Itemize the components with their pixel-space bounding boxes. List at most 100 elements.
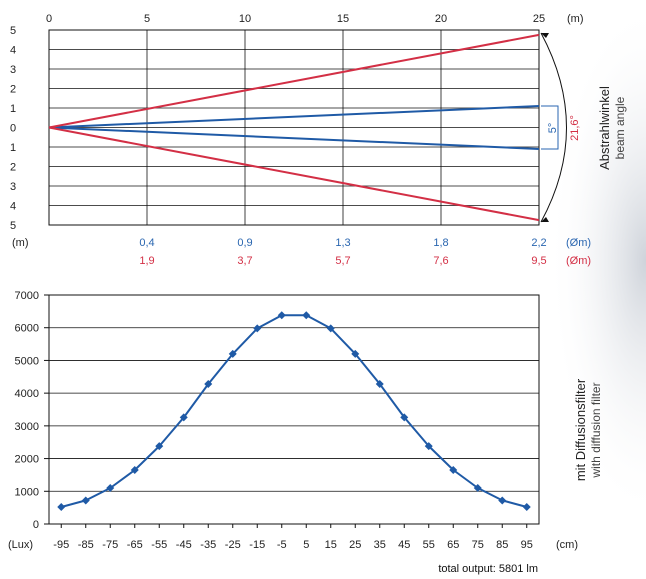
wide-angle-arc (540, 32, 567, 223)
wide-angle-label: 21,6° (569, 115, 581, 141)
beam-angle-gridlines (49, 29, 539, 226)
beam-x-tick-label: 5 (144, 13, 150, 25)
beam-line (48, 105, 540, 129)
beam-diameter-label: 2,2 (531, 237, 546, 249)
lux-side-title: mit Diffusionsfilter (573, 378, 588, 481)
beam-y-tick-label: 1 (10, 103, 16, 115)
beam-angle-x-unit: (m) (567, 13, 584, 25)
beam-angle-y-ticks: 5 4 3 2 1 0 1 2 3 4 5 (10, 25, 16, 232)
lux-data-point (179, 413, 188, 422)
beam-x-tick-label: 25 (533, 13, 545, 25)
lux-x-tick-label: -55 (151, 539, 167, 551)
lux-x-tick-label: -15 (249, 539, 265, 551)
beam-angle-side-subtitle: beam angle (613, 96, 627, 159)
lux-series (57, 311, 531, 511)
lux-x-tick-label: 45 (398, 539, 410, 551)
lux-y-unit: (Lux) (8, 539, 33, 551)
total-output-footer: total output: 5801 lm (438, 563, 538, 575)
beam-line (48, 126, 540, 222)
beam-diameter-label: 9,5 (531, 255, 546, 267)
lux-x-ticks: -95 -85 -75 -65 -55 -45 -35 -25 -15 -5 5 15 25 35 45 55… (53, 524, 533, 551)
lux-x-tick-label: 55 (423, 539, 435, 551)
lux-y-tick-label: 1000 (15, 486, 39, 498)
lux-data-point (424, 442, 433, 451)
lux-data-point (449, 466, 458, 475)
lux-data-point (130, 466, 139, 475)
lux-x-tick-label: -25 (225, 539, 241, 551)
beam-line (48, 126, 540, 150)
narrow-angle-label: 5° (547, 123, 559, 134)
wide-angle-arrow-top (541, 33, 549, 38)
lux-x-tick-label: -65 (127, 539, 143, 551)
lux-x-tick-label: 5 (303, 539, 309, 551)
lux-data-point (57, 502, 66, 511)
lux-series-line (61, 314, 528, 508)
lux-side-subtitle: with diffusion filter (589, 382, 603, 478)
beam-y-tick-label: 2 (10, 162, 16, 174)
beam-diameter-label: 7,6 (433, 255, 448, 267)
lux-data-point (204, 379, 213, 388)
lux-data-point (253, 324, 262, 333)
lux-gridlines (49, 327, 539, 492)
beam-angle-x-ticks: 0 5 10 15 20 25 (46, 13, 545, 25)
beam-y-tick-label: 5 (10, 220, 16, 232)
lux-x-tick-label: 95 (521, 539, 533, 551)
lux-x-tick-label: -35 (200, 539, 216, 551)
beam-y-tick-label: 5 (10, 25, 16, 37)
lux-y-tick-label: 3000 (15, 421, 39, 433)
lux-x-unit: (cm) (556, 539, 578, 551)
beam-x-tick-label: 15 (337, 13, 349, 25)
beam-diameter-label: 3,7 (237, 255, 252, 267)
lux-y-ticks: 0 1000 2000 3000 4000 5000 6000 7000 (15, 290, 49, 531)
beam-y-tick-label: 0 (10, 123, 16, 135)
beam-y-tick-label: 3 (10, 64, 16, 76)
beam-x-tick-label: 20 (435, 13, 447, 25)
beam-angle-y-unit: (m) (12, 237, 29, 249)
beam-diameter-label: 0,4 (139, 237, 154, 249)
beam-lines (48, 33, 540, 222)
beam-y-tick-label: 2 (10, 84, 16, 96)
beam-y-tick-label: 3 (10, 181, 16, 193)
lux-data-point (81, 496, 90, 505)
beam-y-tick-label: 1 (10, 142, 16, 154)
beam-diameter-rows: 0,4 0,9 1,3 1,8 2,2 (Øm) 1,9 3,7 5,7 7,6 9,5 (Øm) (139, 237, 591, 267)
beam-diameter-unit: (Øm) (566, 255, 591, 267)
lux-data-point (228, 349, 237, 358)
lux-data-point (498, 496, 507, 505)
beam-diameter-label: 0,9 (237, 237, 252, 249)
lux-data-point (155, 442, 164, 451)
wide-angle-arrow-bottom (541, 217, 549, 222)
lux-data-point (375, 379, 384, 388)
beam-angle-side-title: Abstrahlwinkel (597, 86, 612, 170)
lux-x-tick-label: 65 (447, 539, 459, 551)
lux-y-tick-label: 5000 (15, 355, 39, 367)
beam-diameter-label: 1,8 (433, 237, 448, 249)
lux-data-point (326, 324, 335, 333)
lux-x-tick-label: 15 (325, 539, 337, 551)
beam-y-tick-label: 4 (10, 45, 16, 57)
lux-x-tick-label: 75 (472, 539, 484, 551)
lux-y-tick-label: 6000 (15, 323, 39, 335)
lux-data-point (473, 484, 482, 493)
beam-x-tick-label: 10 (239, 13, 251, 25)
lux-data-point (522, 502, 531, 511)
lux-x-tick-label: -75 (102, 539, 118, 551)
lux-data-point (302, 311, 311, 320)
lux-data-point (106, 484, 115, 493)
lux-x-tick-label: -95 (53, 539, 69, 551)
beam-diameter-label: 1,3 (335, 237, 350, 249)
lux-x-tick-label: -85 (78, 539, 94, 551)
lux-data-point (351, 349, 360, 358)
beam-diameter-label: 5,7 (335, 255, 350, 267)
lux-x-tick-label: -45 (176, 539, 192, 551)
lux-plot-area (48, 294, 540, 525)
beam-diameter-label: 1,9 (139, 255, 154, 267)
lux-x-tick-label: -5 (277, 539, 287, 551)
lux-y-tick-label: 7000 (15, 290, 39, 302)
lux-y-tick-label: 4000 (15, 388, 39, 400)
beam-diameter-unit: (Øm) (566, 237, 591, 249)
lux-x-tick-label: 25 (349, 539, 361, 551)
